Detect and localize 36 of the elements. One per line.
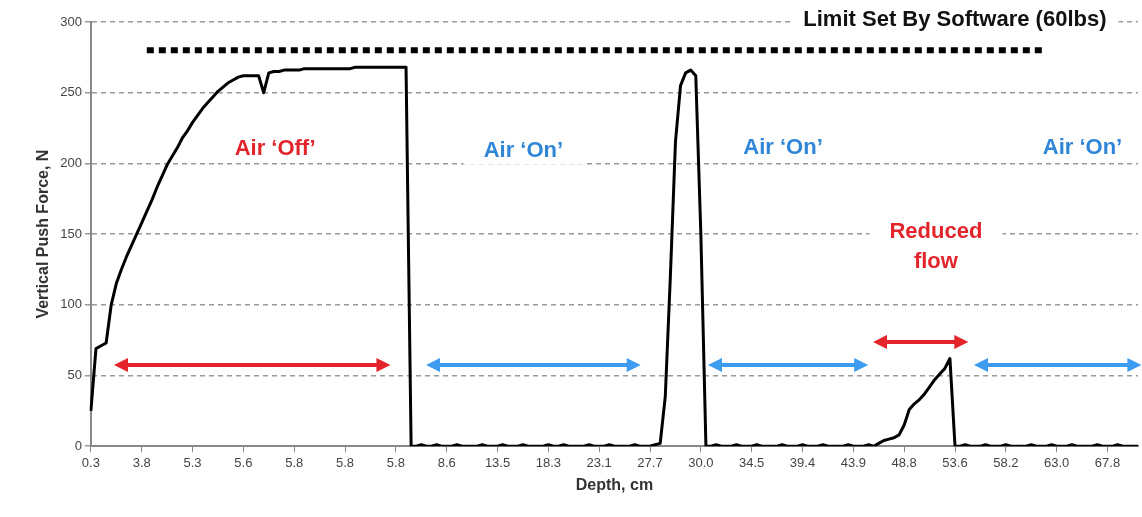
x-tick-label: 39.4 — [789, 454, 816, 470]
x-tick-label: 3.8 — [132, 454, 151, 470]
annotation: Air ‘On’ — [483, 137, 564, 163]
y-tick-label: 250 — [60, 84, 82, 100]
x-tick-label: 13.5 — [484, 454, 511, 470]
y-tick-label: 0 — [74, 437, 82, 453]
x-tick-label: 30.0 — [688, 454, 714, 470]
x-tick-label: 5.8 — [285, 454, 304, 470]
x-axis-title: Depth, cm — [575, 475, 654, 493]
x-tick-label: 18.3 — [535, 454, 562, 470]
x-tick-label: 43.9 — [840, 454, 866, 470]
x-tick-label: 67.8 — [1094, 454, 1121, 470]
x-tick-label: 48.8 — [891, 454, 917, 470]
x-tick-label: 53.6 — [942, 454, 968, 470]
x-tick-label: 5.3 — [183, 454, 202, 470]
y-tick-label: 100 — [60, 296, 82, 312]
x-tick-label: 58.2 — [993, 454, 1019, 470]
annotation: Air ‘On’ — [1042, 134, 1123, 160]
x-tick-label: 0.3 — [81, 454, 100, 470]
y-tick-label: 150 — [60, 225, 82, 241]
y-tick-label: 200 — [60, 154, 82, 170]
annotation: Air ‘Off’ — [234, 135, 316, 161]
y-tick-label: 300 — [60, 13, 82, 29]
x-tick-label: 5.8 — [386, 454, 405, 470]
x-tick-label: 8.6 — [437, 454, 456, 470]
y-tick-label: 50 — [67, 367, 82, 383]
annotation: Reduced flow — [889, 217, 983, 273]
x-tick-label: 23.1 — [586, 454, 612, 470]
x-tick-label: 34.5 — [739, 454, 765, 470]
x-tick-label: 5.8 — [336, 454, 355, 470]
x-tick-label: 63.0 — [1044, 454, 1070, 470]
x-tick-label: 27.7 — [637, 454, 663, 470]
y-axis-title: Vertical Push Force, N — [34, 149, 52, 319]
x-tick-label: 5.6 — [234, 454, 253, 470]
chart-title: Limit Set By Software (60lbs) — [803, 6, 1107, 32]
annotation: Air ‘On’ — [743, 134, 823, 160]
